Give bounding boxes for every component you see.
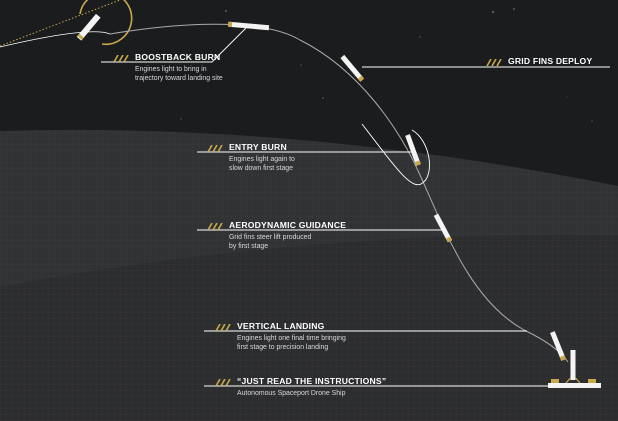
ascent-path bbox=[0, 0, 121, 47]
step-description: Engines light one final time bringing fi… bbox=[237, 335, 346, 352]
hatch-marks-icon bbox=[207, 222, 223, 230]
flip-arc bbox=[0, 31, 111, 48]
step-vertical-landing: VERTICAL LANDING Engines light one final… bbox=[215, 321, 346, 352]
rocket-stage-icon bbox=[76, 13, 101, 41]
rocket-stages bbox=[76, 13, 581, 384]
step-title: “JUST READ THE INSTRUCTIONS” bbox=[237, 376, 387, 386]
step-title: AERODYNAMIC GUIDANCE bbox=[229, 220, 347, 230]
rocket-stage-icon bbox=[340, 54, 365, 82]
hatch-marks-icon bbox=[215, 378, 231, 386]
step-drone-ship: “JUST READ THE INSTRUCTIONS” Autonomous … bbox=[215, 376, 386, 398]
leader-lines bbox=[101, 27, 610, 387]
rocket-stage-icon bbox=[550, 331, 566, 361]
step-description: Engines light again to slow down first s… bbox=[229, 156, 295, 173]
step-grid-fins-deploy: GRID FINS DEPLOY bbox=[486, 56, 592, 66]
step-entry-burn: ENTRY BURN Engines light again to slow d… bbox=[207, 142, 295, 173]
planet-lower-grid bbox=[0, 234, 618, 421]
separation-arc bbox=[79, 0, 133, 46]
rocket-stage-icon bbox=[565, 350, 581, 384]
step-aerodynamic-guidance: AERODYNAMIC GUIDANCE Grid fins steer lif… bbox=[207, 220, 346, 251]
step-title: BOOSTBACK BURN bbox=[135, 52, 221, 62]
step-description: Grid fins steer lift produced by first s… bbox=[229, 234, 312, 251]
step-title: GRID FINS DEPLOY bbox=[508, 56, 593, 66]
hatch-marks-icon bbox=[113, 54, 129, 62]
step-description: Engines light to bring in trajectory tow… bbox=[135, 66, 223, 83]
rocket-stage-icon bbox=[433, 213, 453, 243]
hatch-marks-icon bbox=[207, 144, 223, 152]
drone-ship-icon bbox=[548, 379, 601, 388]
step-boostback-burn: BOOSTBACK BURN Engines light to bring in… bbox=[113, 52, 223, 83]
step-title: VERTICAL LANDING bbox=[237, 321, 325, 331]
hatch-marks-icon bbox=[215, 323, 231, 331]
rocket-stage-icon bbox=[227, 21, 270, 31]
stars bbox=[180, 8, 593, 122]
step-description: Autonomous Spaceport Drone Ship bbox=[237, 390, 346, 397]
leader-boostback bbox=[101, 27, 247, 63]
step-title: ENTRY BURN bbox=[229, 142, 287, 152]
hatch-marks-icon bbox=[486, 58, 502, 66]
rocket-stage-icon bbox=[405, 134, 421, 166]
